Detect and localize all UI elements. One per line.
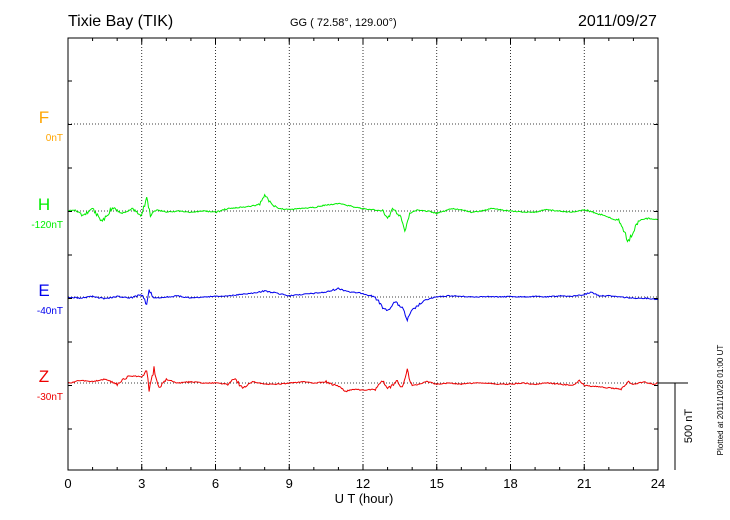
- x-tick-label: 18: [503, 476, 517, 491]
- baseline-value-e: -40nT: [37, 306, 63, 317]
- x-tick-label: 24: [651, 476, 665, 491]
- trace-z: [67, 366, 659, 393]
- baseline-value-f: 0nT: [46, 133, 63, 144]
- chart-date: 2011/09/27: [578, 13, 657, 30]
- baseline-value-z: -30nT: [37, 392, 63, 403]
- station-title: Tixie Bay (TIK): [68, 13, 174, 30]
- component-label-h: H: [38, 195, 50, 214]
- station-coords: GG ( 72.58°, 129.00°): [290, 17, 397, 29]
- trace-h: [67, 193, 658, 243]
- trace-e: [67, 287, 659, 323]
- x-axis-title: U T (hour): [335, 491, 394, 506]
- x-tick-label: 3: [138, 476, 145, 491]
- axis-ticks: [67, 38, 659, 470]
- x-tick-label: 21: [577, 476, 591, 491]
- grid-lines: [68, 38, 658, 470]
- x-tick-label: 6: [212, 476, 219, 491]
- component-label-z: Z: [39, 367, 49, 386]
- x-tick-label: 15: [430, 476, 444, 491]
- x-tick-label: 0: [64, 476, 71, 491]
- scale-bar-label: 500 nT: [683, 409, 695, 444]
- x-tick-label: 12: [356, 476, 370, 491]
- x-tick-label: 9: [286, 476, 293, 491]
- axis-labels: 0 3 6 9 12 15 18 21 24 F 0nT H -120nT E -40nT Z -30nT: [31, 108, 665, 491]
- component-label-e: E: [38, 281, 49, 300]
- baseline-value-h: -120nT: [31, 220, 63, 231]
- component-label-f: F: [39, 108, 49, 127]
- scale-bar: 500 nT: [658, 382, 695, 470]
- plotted-at-note: Plotted at 2011/10/28 01:00 UT: [716, 345, 725, 456]
- traces: [67, 193, 659, 393]
